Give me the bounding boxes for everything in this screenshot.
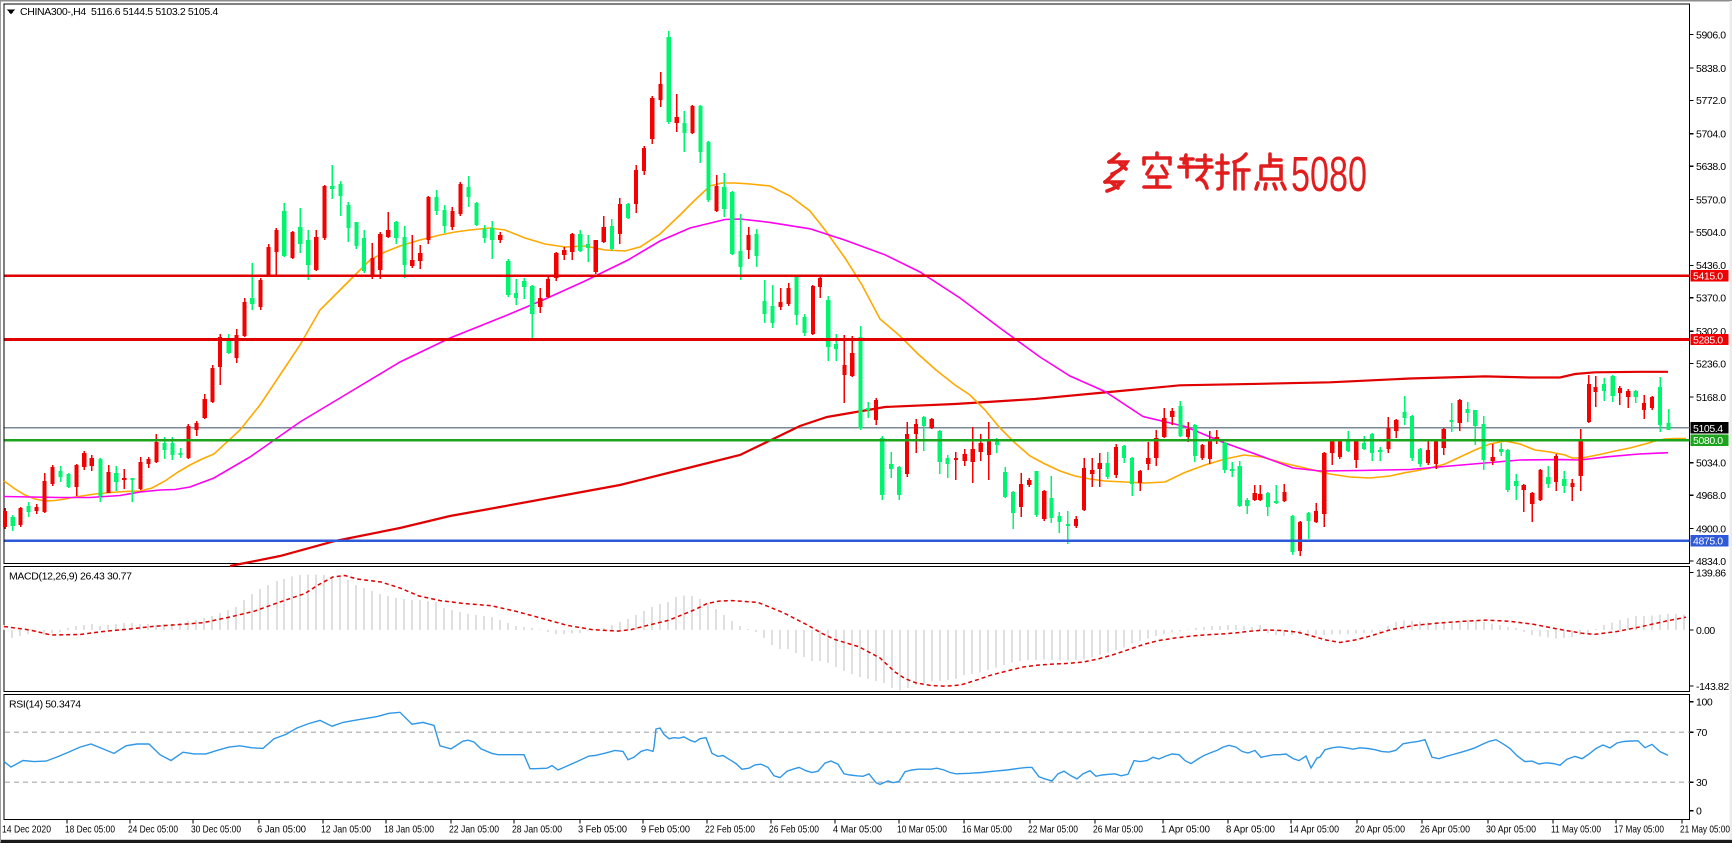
svg-text:30: 30 bbox=[1696, 777, 1707, 789]
svg-text:100: 100 bbox=[1696, 697, 1713, 709]
svg-text:4834.0: 4834.0 bbox=[1696, 556, 1726, 568]
svg-text:4968.0: 4968.0 bbox=[1696, 490, 1726, 502]
svg-text:26 Apr 05:00: 26 Apr 05:00 bbox=[1420, 824, 1470, 836]
svg-text:5105.4: 5105.4 bbox=[1693, 423, 1723, 435]
svg-text:24 Dec 05:00: 24 Dec 05:00 bbox=[128, 824, 178, 836]
svg-text:5168.0: 5168.0 bbox=[1696, 392, 1726, 404]
svg-text:8 Apr 05:00: 8 Apr 05:00 bbox=[1226, 824, 1275, 836]
svg-text:RSI(14) 50.3474: RSI(14) 50.3474 bbox=[9, 699, 81, 711]
svg-text:5285.0: 5285.0 bbox=[1693, 334, 1723, 346]
svg-text:5772.0: 5772.0 bbox=[1696, 95, 1726, 107]
svg-text:26 Mar 05:00: 26 Mar 05:00 bbox=[1093, 824, 1143, 836]
svg-text:22 Mar 05:00: 22 Mar 05:00 bbox=[1028, 824, 1078, 836]
svg-text:22 Jan 05:00: 22 Jan 05:00 bbox=[449, 824, 499, 836]
svg-text:21 May 05:00: 21 May 05:00 bbox=[1680, 824, 1730, 836]
svg-text:10 Mar 05:00: 10 Mar 05:00 bbox=[897, 824, 947, 836]
svg-text:5504.0: 5504.0 bbox=[1696, 227, 1726, 239]
svg-text:0: 0 bbox=[1696, 806, 1702, 818]
svg-text:28 Jan 05:00: 28 Jan 05:00 bbox=[512, 824, 562, 836]
svg-text:18 Jan 05:00: 18 Jan 05:00 bbox=[384, 824, 434, 836]
svg-text:1 Apr 05:00: 1 Apr 05:00 bbox=[1161, 824, 1210, 836]
svg-text:CHINA300-,H4 5116.6 5144.5 51: CHINA300-,H4 5116.6 5144.5 5103.2 5105.4 bbox=[20, 6, 218, 18]
svg-text:5370.0: 5370.0 bbox=[1696, 293, 1726, 305]
svg-text:11 May 05:00: 11 May 05:00 bbox=[1551, 824, 1601, 836]
svg-text:4875.0: 4875.0 bbox=[1693, 536, 1723, 548]
svg-text:12 Jan 05:00: 12 Jan 05:00 bbox=[321, 824, 371, 836]
svg-text:5570.0: 5570.0 bbox=[1696, 194, 1726, 206]
svg-text:4 Mar 05:00: 4 Mar 05:00 bbox=[833, 824, 882, 836]
svg-text:3 Feb 05:00: 3 Feb 05:00 bbox=[578, 824, 627, 836]
svg-text:5415.0: 5415.0 bbox=[1693, 271, 1723, 283]
svg-text:5236.0: 5236.0 bbox=[1696, 358, 1726, 370]
svg-text:26 Feb 05:00: 26 Feb 05:00 bbox=[769, 824, 819, 836]
svg-text:18 Dec 05:00: 18 Dec 05:00 bbox=[65, 824, 115, 836]
svg-text:20 Apr 05:00: 20 Apr 05:00 bbox=[1355, 824, 1405, 836]
svg-text:MACD(12,26,9) 26.43 30.77: MACD(12,26,9) 26.43 30.77 bbox=[9, 571, 132, 583]
svg-text:5906.0: 5906.0 bbox=[1696, 29, 1726, 41]
svg-text:30 Apr 05:00: 30 Apr 05:00 bbox=[1486, 824, 1536, 836]
svg-text:139.86: 139.86 bbox=[1696, 567, 1726, 579]
svg-text:5080.0: 5080.0 bbox=[1693, 435, 1723, 447]
svg-text:9 Feb 05:00: 9 Feb 05:00 bbox=[641, 824, 690, 836]
svg-text:5838.0: 5838.0 bbox=[1696, 63, 1726, 75]
svg-text:5080: 5080 bbox=[1291, 148, 1367, 202]
svg-text:5704.0: 5704.0 bbox=[1696, 129, 1726, 141]
svg-text:14 Dec 2020: 14 Dec 2020 bbox=[2, 824, 51, 836]
svg-text:6 Jan 05:00: 6 Jan 05:00 bbox=[257, 824, 306, 836]
svg-text:70: 70 bbox=[1696, 727, 1707, 739]
svg-text:5638.0: 5638.0 bbox=[1696, 161, 1726, 173]
svg-text:14 Apr 05:00: 14 Apr 05:00 bbox=[1289, 824, 1339, 836]
svg-text:0.00: 0.00 bbox=[1696, 625, 1715, 637]
svg-text:-143.82: -143.82 bbox=[1696, 681, 1729, 693]
svg-text:30 Dec 05:00: 30 Dec 05:00 bbox=[191, 824, 241, 836]
svg-text:16 Mar 05:00: 16 Mar 05:00 bbox=[962, 824, 1012, 836]
svg-text:4900.0: 4900.0 bbox=[1696, 523, 1726, 535]
svg-text:5034.0: 5034.0 bbox=[1696, 458, 1726, 470]
svg-text:22 Feb 05:00: 22 Feb 05:00 bbox=[705, 824, 755, 836]
svg-text:17 May 05:00: 17 May 05:00 bbox=[1614, 824, 1664, 836]
